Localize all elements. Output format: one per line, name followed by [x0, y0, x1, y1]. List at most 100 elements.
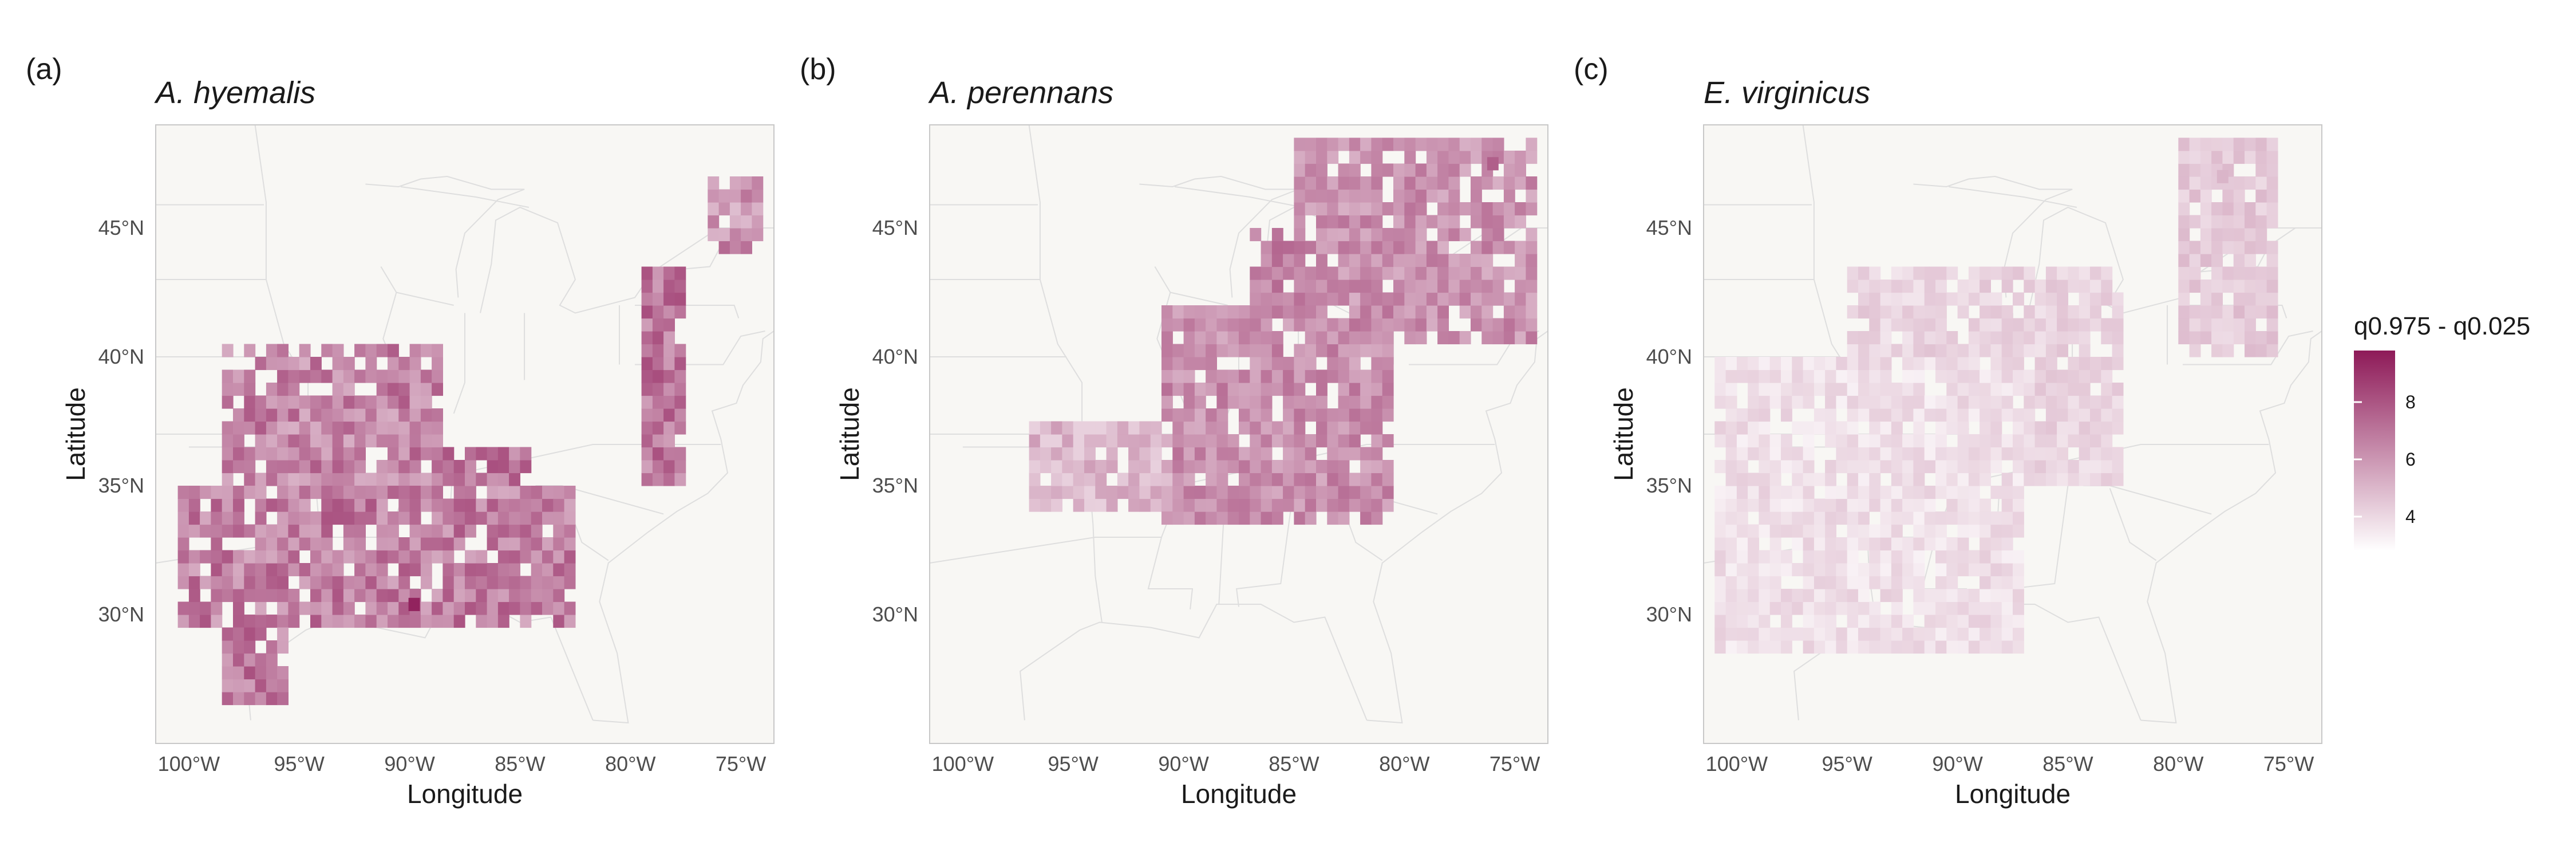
- heatmap-cell: [1239, 498, 1250, 512]
- heatmap-cell: [1360, 395, 1372, 409]
- heatmap-cell: [1913, 395, 1925, 409]
- heatmap-cell: [1968, 524, 1980, 538]
- heatmap-cell: [1360, 383, 1372, 396]
- heatmap-cell: [2222, 137, 2234, 151]
- heatmap-cell: [1725, 576, 1737, 589]
- heatmap-cell: [365, 486, 377, 499]
- heatmap-cell: [1294, 486, 1306, 499]
- heatmap-cell: [1503, 202, 1515, 216]
- heatmap-cell: [1902, 344, 1914, 357]
- heatmap-cell: [1305, 318, 1317, 332]
- heatmap-cell: [1935, 266, 1947, 280]
- heatmap-cell: [1869, 447, 1881, 460]
- heatmap-cell: [2090, 473, 2101, 486]
- heatmap-cell: [2178, 202, 2190, 216]
- heatmap-cell: [1492, 176, 1504, 190]
- heatmap-cell: [1250, 305, 1262, 319]
- heatmap-cell: [420, 537, 432, 551]
- heatmap-cell: [1891, 615, 1903, 628]
- heatmap-cell: [1261, 395, 1273, 409]
- heatmap-cell: [1968, 266, 1980, 280]
- heatmap-cell: [1305, 280, 1317, 293]
- heatmap-cell: [1040, 498, 1052, 512]
- heatmap-cell: [1825, 383, 1836, 396]
- heatmap-cell: [520, 589, 532, 603]
- heatmap-cell: [1172, 408, 1184, 422]
- y-tick-label: 40°N: [872, 345, 918, 368]
- heatmap-cell: [354, 434, 366, 448]
- heatmap-cell: [1338, 189, 1350, 203]
- heatmap-cell: [1250, 369, 1262, 383]
- heatmap-cell: [2189, 189, 2201, 203]
- heatmap-cell: [1725, 640, 1737, 654]
- y-tick-label: 35°N: [1646, 474, 1692, 497]
- heatmap-cell: [1393, 280, 1405, 293]
- heatmap-cell: [1980, 266, 1991, 280]
- heatmap-cell: [1393, 292, 1405, 306]
- heatmap-cell: [652, 331, 664, 345]
- heatmap-cell: [2034, 292, 2046, 306]
- heatmap-cell: [2211, 318, 2223, 332]
- heatmap-cell: [1305, 163, 1317, 177]
- heatmap-cell: [2101, 447, 2113, 460]
- heatmap-cell: [255, 524, 267, 538]
- colorbar-tick-label: 8: [2405, 392, 2416, 412]
- heatmap-cell: [222, 666, 234, 680]
- heatmap-cell-peak: [2217, 170, 2229, 183]
- heatmap-cell: [1316, 408, 1327, 422]
- heatmap-cell: [1051, 447, 1062, 460]
- heatmap-cell: [663, 383, 675, 396]
- heatmap-cell: [376, 434, 388, 448]
- heatmap-cell: [1781, 434, 1792, 448]
- heatmap-cell: [465, 550, 476, 564]
- heatmap-cell: [1891, 434, 1903, 448]
- heatmap-cell: [1271, 331, 1283, 345]
- heatmap-cell: [2045, 473, 2057, 486]
- heatmap-cell: [1847, 447, 1859, 460]
- heatmap-cell: [1194, 408, 1206, 422]
- heatmap-cell: [1040, 434, 1052, 448]
- heatmap-cell: [321, 498, 333, 512]
- heatmap-cell: [1847, 550, 1859, 564]
- heatmap-cell: [531, 486, 543, 499]
- heatmap-cell: [1759, 421, 1771, 435]
- heatmap-cell: [1792, 601, 1804, 615]
- heatmap-cell: [2211, 215, 2223, 229]
- heatmap-cell: [1957, 627, 1969, 641]
- heatmap-cell: [1803, 615, 1815, 628]
- heatmap-cell: [1990, 344, 2002, 357]
- heatmap-cell: [1748, 537, 1759, 551]
- heatmap-cell: [420, 434, 432, 448]
- heatmap-cell: [1183, 421, 1195, 435]
- heatmap-cell: [1913, 421, 1925, 435]
- heatmap-cell: [1349, 176, 1361, 190]
- heatmap-cell: [497, 447, 509, 460]
- heatmap-cell: [1316, 395, 1327, 409]
- y-axis-title: Latitude: [1609, 387, 1638, 481]
- heatmap-cell: [1206, 383, 1217, 396]
- heatmap-cell: [1404, 163, 1416, 177]
- heatmap-cell: [188, 615, 200, 628]
- heatmap-cell: [2001, 576, 2013, 589]
- heatmap-cell: [1736, 627, 1748, 641]
- heatmap-cell: [409, 615, 421, 628]
- heatmap-cell: [1305, 460, 1317, 474]
- heatmap-cell: [343, 615, 355, 628]
- heatmap-cell: [1924, 511, 1936, 525]
- heatmap-cell: [1371, 511, 1383, 525]
- heatmap-cell: [2245, 241, 2256, 254]
- heatmap-cell: [1448, 292, 1460, 306]
- heatmap-cell: [509, 537, 520, 551]
- heatmap-cell: [2034, 434, 2046, 448]
- heatmap-cell: [409, 395, 421, 409]
- heatmap-cell: [531, 601, 543, 615]
- heatmap-cell: [1825, 473, 1836, 486]
- heatmap-cell: [1803, 395, 1815, 409]
- heatmap-cell: [1283, 254, 1294, 267]
- heatmap-cell: [388, 576, 399, 589]
- heatmap-cell: [641, 383, 653, 396]
- heatmap-cell: [1073, 486, 1085, 499]
- heatmap-cell: [1327, 189, 1339, 203]
- heatmap-cell: [2068, 318, 2080, 332]
- heatmap-cell: [2068, 331, 2080, 345]
